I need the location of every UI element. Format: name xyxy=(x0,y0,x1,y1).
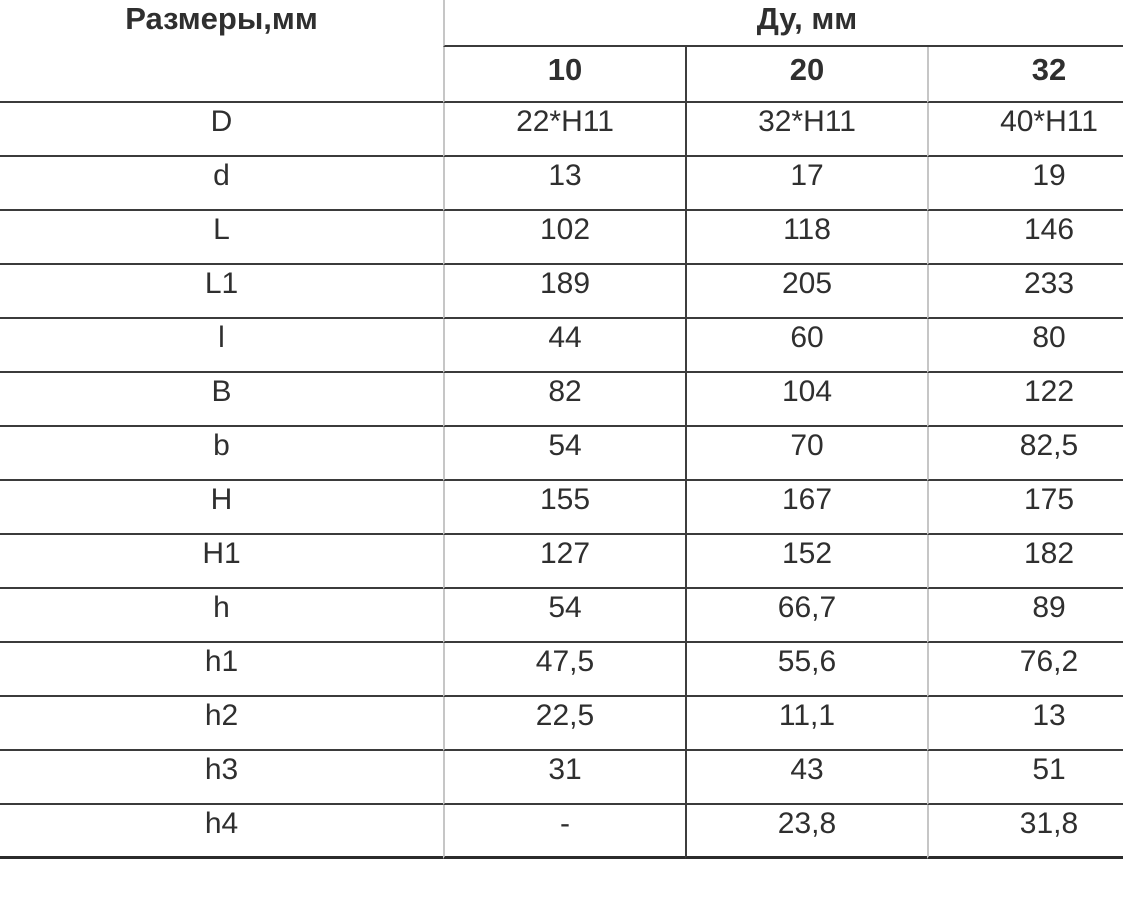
value-cell: 54 xyxy=(443,589,685,643)
value-cell: 205 xyxy=(685,265,927,319)
table-row-title-header: Размеры,мм xyxy=(0,0,443,103)
row-label: h xyxy=(0,589,443,643)
row-label: H1 xyxy=(0,535,443,589)
value-cell: 146 xyxy=(927,211,1123,265)
value-cell: 82,5 xyxy=(927,427,1123,481)
value-cell: 32*H11 xyxy=(685,103,927,157)
row-label: h3 xyxy=(0,751,443,805)
row-label: D xyxy=(0,103,443,157)
row-label: h1 xyxy=(0,643,443,697)
value-cell: 233 xyxy=(927,265,1123,319)
value-cell: 11,1 xyxy=(685,697,927,751)
value-cell: 22*H11 xyxy=(443,103,685,157)
value-cell: 17 xyxy=(685,157,927,211)
row-label: H xyxy=(0,481,443,535)
value-cell: 13 xyxy=(443,157,685,211)
value-cell: 80 xyxy=(927,319,1123,373)
column-header-10: 10 xyxy=(443,47,685,103)
row-label: L1 xyxy=(0,265,443,319)
value-cell: 51 xyxy=(927,751,1123,805)
value-cell: 31,8 xyxy=(927,805,1123,859)
value-cell: 82 xyxy=(443,373,685,427)
value-cell: 155 xyxy=(443,481,685,535)
value-cell: 19 xyxy=(927,157,1123,211)
value-cell: 55,6 xyxy=(685,643,927,697)
value-cell: 189 xyxy=(443,265,685,319)
value-cell: 89 xyxy=(927,589,1123,643)
column-header-20: 20 xyxy=(685,47,927,103)
row-label: d xyxy=(0,157,443,211)
value-cell: 40*H11 xyxy=(927,103,1123,157)
row-label: l xyxy=(0,319,443,373)
value-cell: 47,5 xyxy=(443,643,685,697)
value-cell: 70 xyxy=(685,427,927,481)
value-cell: 60 xyxy=(685,319,927,373)
value-cell: 182 xyxy=(927,535,1123,589)
value-cell: 13 xyxy=(927,697,1123,751)
value-cell: 31 xyxy=(443,751,685,805)
value-cell: 23,8 xyxy=(685,805,927,859)
row-label: B xyxy=(0,373,443,427)
value-cell: 122 xyxy=(927,373,1123,427)
value-cell: 118 xyxy=(685,211,927,265)
value-cell: 104 xyxy=(685,373,927,427)
value-cell: 54 xyxy=(443,427,685,481)
value-cell: 167 xyxy=(685,481,927,535)
row-label: h4 xyxy=(0,805,443,859)
row-label: h2 xyxy=(0,697,443,751)
value-cell: 76,2 xyxy=(927,643,1123,697)
table-group-header: Ду, мм xyxy=(443,0,1123,47)
value-cell: 102 xyxy=(443,211,685,265)
value-cell: 127 xyxy=(443,535,685,589)
value-cell: 175 xyxy=(927,481,1123,535)
row-label: b xyxy=(0,427,443,481)
dimensions-table: Размеры,мм Ду, мм 10 20 32 D 22*H11 32*H… xyxy=(0,0,1123,859)
value-cell: 152 xyxy=(685,535,927,589)
column-header-32: 32 xyxy=(927,47,1123,103)
value-cell: 44 xyxy=(443,319,685,373)
value-cell: 43 xyxy=(685,751,927,805)
value-cell: 22,5 xyxy=(443,697,685,751)
value-cell: 66,7 xyxy=(685,589,927,643)
value-cell: - xyxy=(443,805,685,859)
row-label: L xyxy=(0,211,443,265)
